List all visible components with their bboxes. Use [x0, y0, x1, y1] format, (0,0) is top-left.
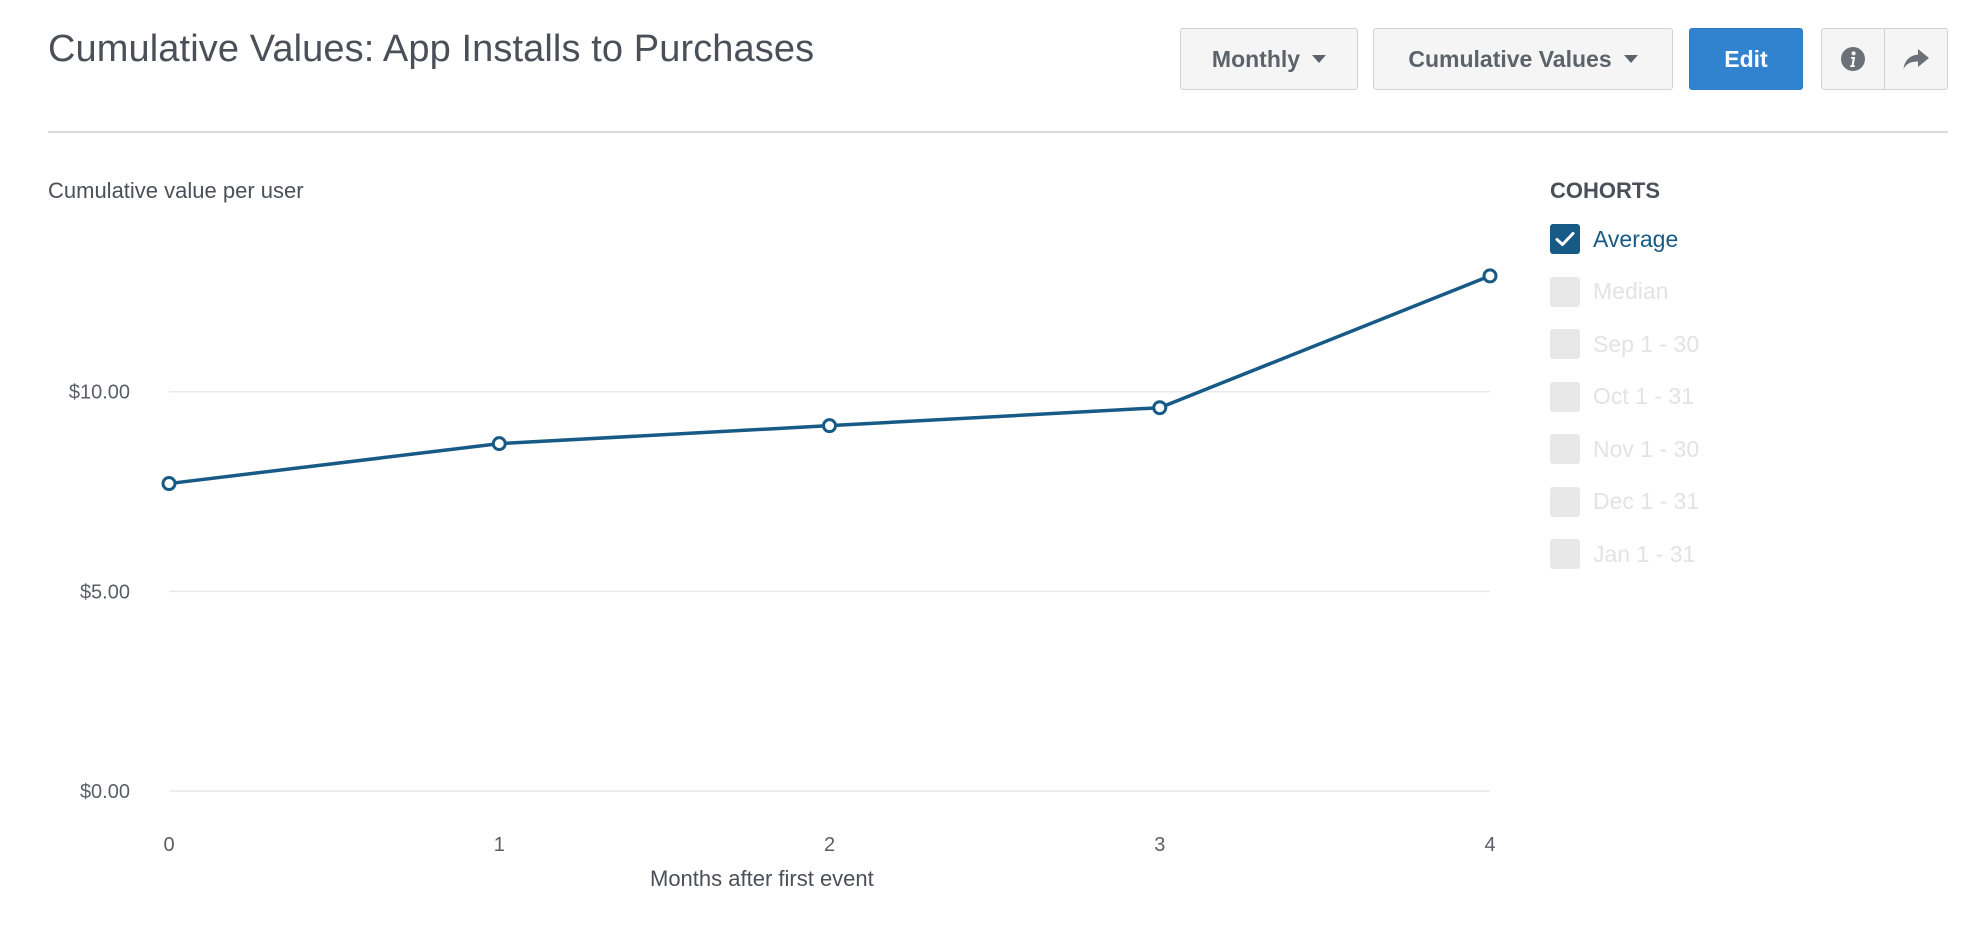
cohort-item[interactable]: Oct 1 - 31 [1550, 381, 1694, 413]
cohort-item[interactable]: Average [1550, 223, 1678, 255]
x-tick-label: 0 [163, 834, 174, 856]
info-icon [1841, 47, 1865, 71]
caret-down-icon [1623, 55, 1638, 63]
y-tick-label: $5.00 [80, 581, 130, 603]
header-divider [48, 131, 1948, 133]
edit-button[interactable]: Edit [1689, 28, 1803, 90]
x-tick-label: 1 [494, 834, 505, 856]
cohort-label: Sep 1 - 30 [1593, 330, 1700, 357]
data-point[interactable] [822, 418, 837, 434]
cohort-label: Dec 1 - 31 [1593, 488, 1700, 514]
data-point[interactable] [1152, 400, 1168, 416]
cohort-label: Average [1593, 225, 1679, 252]
x-tick-label: 3 [1154, 834, 1165, 856]
x-tick-label: 2 [824, 834, 835, 856]
data-point[interactable] [161, 476, 177, 492]
cohort-label: Nov 1 - 30 [1593, 435, 1700, 462]
metric-dropdown-label: Cumulative Values [1408, 45, 1612, 72]
metric-dropdown-button[interactable]: Cumulative Values [1373, 28, 1673, 90]
cohort-item[interactable]: Jan 1 - 31 [1550, 538, 1695, 570]
data-point[interactable] [1482, 268, 1498, 284]
x-tick-label: 4 [1484, 834, 1495, 856]
share-icon [1903, 49, 1929, 69]
cohort-label: Jan 1 - 31 [1593, 540, 1696, 567]
cohort-item[interactable]: Median [1550, 276, 1668, 308]
cohort-label: Median [1593, 278, 1669, 304]
share-button[interactable] [1884, 29, 1947, 89]
series-line [168, 274, 1491, 486]
cohort-item[interactable]: Dec 1 - 31 [1550, 486, 1699, 518]
cohort-checkbox[interactable] [1550, 381, 1580, 412]
cohort-checkbox[interactable] [1550, 276, 1580, 307]
check-icon [1555, 232, 1575, 246]
data-point[interactable] [491, 436, 507, 452]
cohort-checkbox[interactable] [1550, 434, 1580, 464]
cohort-label: Oct 1 - 31 [1593, 383, 1694, 409]
caret-down-icon [1312, 55, 1327, 63]
period-dropdown-button[interactable]: Monthly [1180, 28, 1358, 90]
icon-button-group [1821, 28, 1948, 90]
cohort-checkbox[interactable] [1550, 224, 1580, 254]
page-title: Cumulative Values: App Installs to Purch… [48, 28, 815, 70]
cohort-checkbox[interactable] [1550, 539, 1580, 569]
cohort-checkbox[interactable] [1550, 329, 1580, 359]
y-axis-title: Cumulative value per user [48, 178, 304, 203]
period-dropdown-label: Monthly [1211, 45, 1301, 72]
y-tick-label: $10.00 [69, 382, 130, 404]
y-tick-label: $0.00 [80, 781, 130, 803]
cohort-checkbox[interactable] [1550, 486, 1580, 517]
cohort-item[interactable]: Nov 1 - 30 [1550, 433, 1699, 465]
x-axis-title: Months after first event [650, 866, 874, 891]
info-button[interactable] [1822, 29, 1884, 89]
cohort-item[interactable]: Sep 1 - 30 [1550, 328, 1699, 360]
legend-title: COHORTS [1550, 178, 1660, 203]
